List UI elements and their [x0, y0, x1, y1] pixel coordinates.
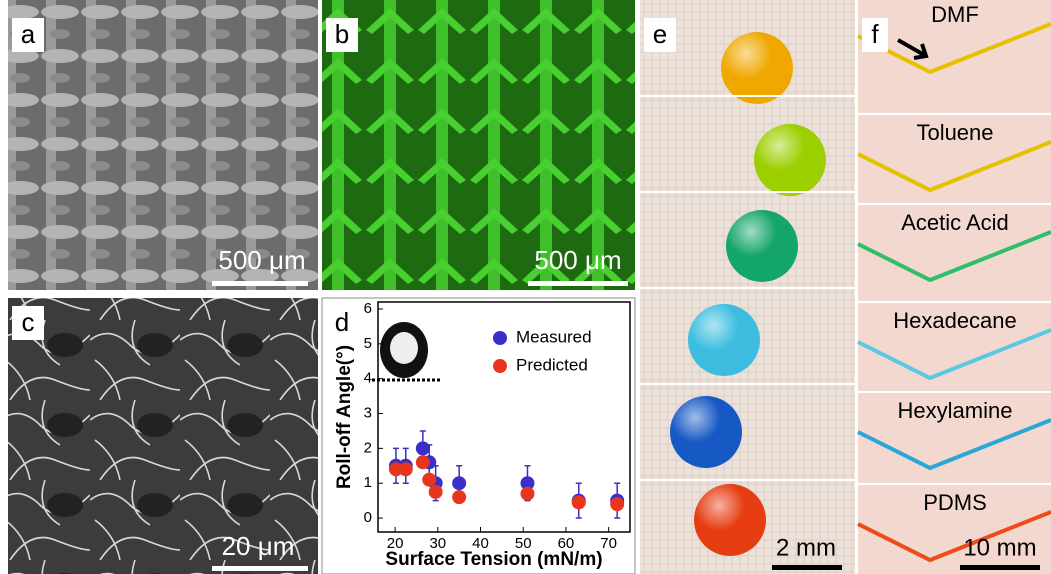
panel-label: c [22, 307, 35, 337]
y-tick-label: 4 [364, 370, 372, 387]
y-tick-label: 5 [364, 335, 372, 352]
scale-bar-label: 500 μm [218, 245, 305, 275]
droplet-shine [670, 396, 742, 468]
legend-label: Predicted [516, 355, 588, 374]
panel-label: f [871, 19, 879, 49]
figure: DMF Toluene Acetic Acid Hexadecane Hexylamin… [0, 0, 1051, 574]
y-axis-label: Roll-off Angle(°) [334, 345, 355, 489]
liquid-label: Hexadecane [893, 308, 1017, 333]
scale-bar-label: 20 μm [222, 531, 295, 561]
point [399, 462, 413, 476]
scale-bar-label: 500 μm [534, 245, 621, 275]
legend-label: Measured [516, 327, 592, 346]
y-tick-label: 0 [364, 509, 372, 526]
scale-bar-label: 2 mm [776, 534, 836, 561]
scale-bar [960, 565, 1040, 570]
liquid-label: Hexylamine [898, 398, 1013, 423]
droplet-shine [688, 304, 760, 376]
point [416, 441, 430, 455]
y-tick-label: 2 [364, 439, 372, 456]
scale-bar [212, 281, 308, 286]
point [422, 473, 436, 487]
liquid-label: Acetic Acid [901, 210, 1009, 235]
point [416, 455, 430, 469]
legend-marker [493, 331, 507, 345]
point [429, 485, 443, 499]
panel-label: b [335, 19, 349, 49]
droplet-shine [754, 124, 826, 196]
liquid-label: Toluene [916, 120, 993, 145]
point [452, 490, 466, 504]
y-tick-label: 1 [364, 474, 372, 491]
legend-marker [493, 359, 507, 373]
x-axis-label: Surface Tension (mN/m) [385, 549, 602, 570]
y-tick-label: 3 [364, 404, 372, 421]
droplet-shine [726, 210, 798, 282]
point [610, 497, 624, 511]
scale-bar [212, 566, 308, 571]
droplet-shine [721, 32, 793, 104]
scale-bar [772, 565, 842, 570]
point [520, 487, 534, 501]
panel-label: d [335, 307, 349, 337]
x-tick-label: 70 [600, 535, 617, 552]
liquid-label: DMF [931, 2, 979, 27]
panel-label: e [653, 19, 667, 49]
panel-f-image [858, 0, 1051, 574]
point [572, 495, 586, 509]
point [452, 476, 466, 490]
droplet-shine [694, 484, 766, 556]
scale-bar-label: 10 mm [963, 534, 1036, 561]
panel-label: a [21, 19, 36, 49]
liquid-label: PDMS [923, 490, 987, 515]
inset-drop-highlight [390, 332, 418, 364]
scale-bar [528, 281, 628, 286]
y-tick-label: 6 [364, 300, 372, 317]
